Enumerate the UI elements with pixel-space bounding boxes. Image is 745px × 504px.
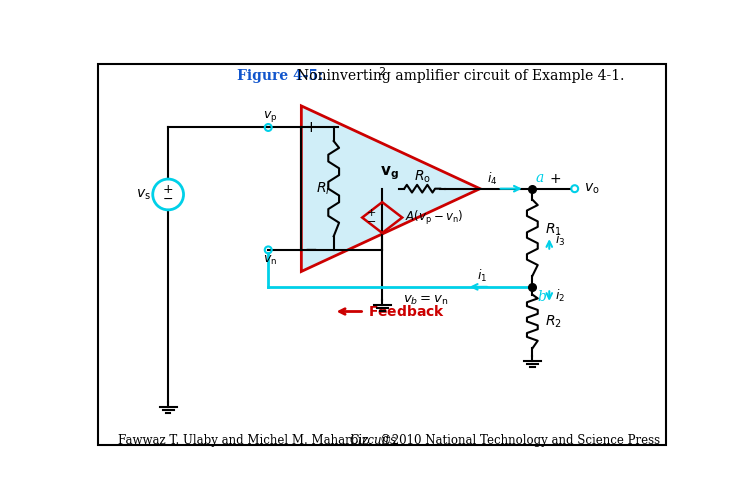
Text: $v_{\mathrm{p}}$: $v_{\mathrm{p}}$ (262, 109, 277, 124)
Text: $\mathbf{v_g}$: $\mathbf{v_g}$ (381, 164, 399, 182)
Text: $i_3$: $i_3$ (556, 232, 565, 248)
Text: Noninverting amplifier circuit of Example 4-1.: Noninverting amplifier circuit of Exampl… (297, 69, 625, 83)
Text: a: a (536, 171, 544, 185)
Text: +: + (550, 172, 561, 186)
Text: +: + (163, 182, 174, 196)
Text: 2: 2 (378, 67, 385, 77)
Text: −: − (163, 194, 174, 206)
Text: $v_{\mathrm{s}}$: $v_{\mathrm{s}}$ (136, 187, 151, 202)
Text: $\bf{Feedback}$: $\bf{Feedback}$ (368, 304, 446, 319)
Text: $v_b = v_{\mathrm{n}}$: $v_b = v_{\mathrm{n}}$ (404, 294, 448, 307)
Text: $v_{\mathrm{o}}$: $v_{\mathrm{o}}$ (584, 181, 600, 196)
Text: $i_2$: $i_2$ (556, 288, 565, 304)
Text: $R_1$: $R_1$ (545, 222, 562, 238)
Text: $A(v_{\mathrm{p}}-v_{\mathrm{n}})$: $A(v_{\mathrm{p}}-v_{\mathrm{n}})$ (405, 209, 463, 227)
Text: +: + (367, 208, 376, 218)
Text: $i_4$: $i_4$ (487, 171, 498, 186)
Text: +: + (304, 120, 317, 135)
Text: Fawwaz T. Ulaby and Michel M. Maharbiz,: Fawwaz T. Ulaby and Michel M. Maharbiz, (118, 433, 375, 447)
Text: b: b (537, 290, 546, 304)
Text: −: − (367, 217, 376, 227)
Text: $R_i$: $R_i$ (316, 180, 330, 197)
Text: Circuits: Circuits (349, 433, 396, 447)
Text: −: − (304, 242, 317, 258)
Text: $v_{\mathrm{n}}$: $v_{\mathrm{n}}$ (263, 254, 277, 267)
Text: Figure 4-5:: Figure 4-5: (238, 69, 323, 83)
Text: $i_1$: $i_1$ (478, 268, 487, 284)
Text: $R_2$: $R_2$ (545, 313, 562, 330)
Polygon shape (301, 106, 480, 272)
Text: ©2010 National Technology and Science Press: ©2010 National Technology and Science Pr… (380, 433, 660, 447)
Text: $R_{\mathrm{o}}$: $R_{\mathrm{o}}$ (413, 168, 431, 184)
